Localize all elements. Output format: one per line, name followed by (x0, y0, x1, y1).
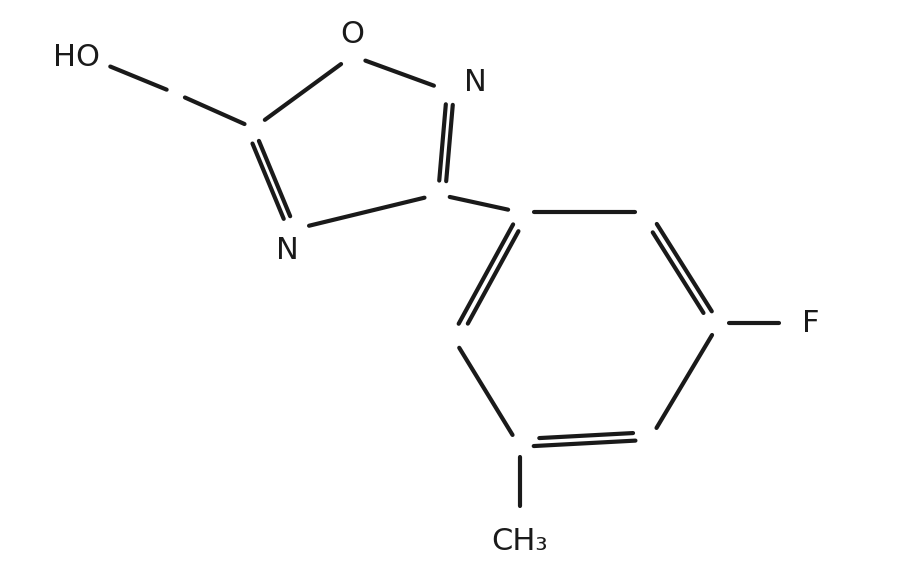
Text: F: F (801, 309, 819, 338)
Text: CH₃: CH₃ (491, 527, 547, 557)
Text: HO: HO (52, 43, 99, 72)
Text: O: O (340, 20, 364, 49)
Text: N: N (275, 236, 299, 265)
Text: N: N (463, 68, 486, 97)
